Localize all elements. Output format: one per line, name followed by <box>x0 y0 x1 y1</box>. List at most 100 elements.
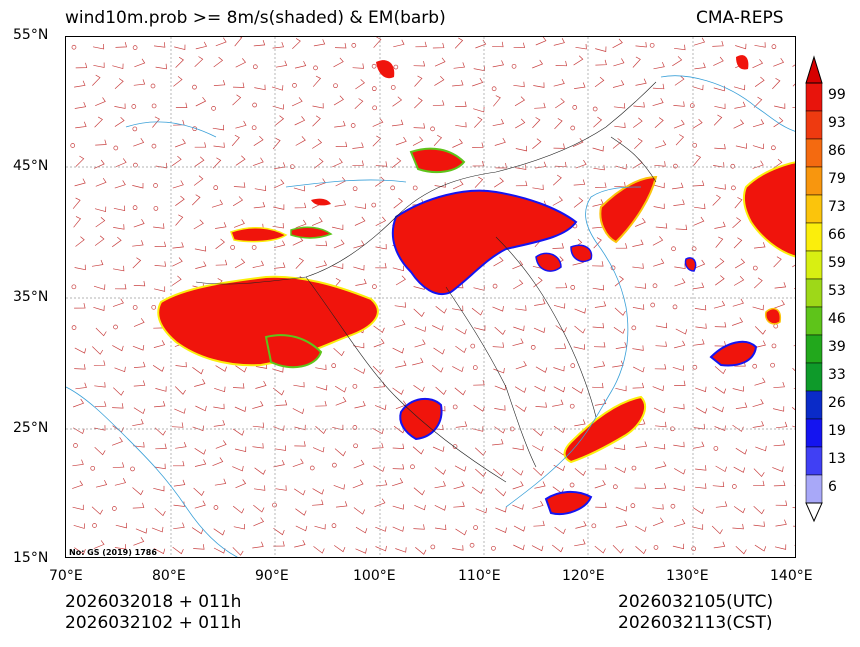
wind-barb <box>513 279 524 290</box>
colorbar-segment <box>805 138 823 168</box>
wind-barb <box>732 298 744 307</box>
wind-barb <box>773 58 785 67</box>
wind-barb <box>734 197 743 209</box>
calm-marker <box>631 325 637 331</box>
wind-barb <box>295 257 304 269</box>
calm-marker <box>132 126 138 132</box>
wind-barb <box>714 184 726 190</box>
calm-marker <box>452 444 458 449</box>
wind-barb <box>793 345 795 347</box>
wind-barb <box>492 438 504 446</box>
wind-barb <box>315 240 328 247</box>
wind-barb <box>355 79 365 90</box>
wind-barb <box>594 545 606 554</box>
wind-barb <box>94 382 106 388</box>
wind-barb <box>594 301 607 308</box>
wind-barb <box>74 303 86 309</box>
wind-barb <box>632 304 645 310</box>
wind-barb <box>132 240 144 247</box>
calm-marker <box>372 105 378 111</box>
wind-barb <box>675 328 688 335</box>
wind-barb <box>774 544 787 550</box>
wind-barb <box>633 366 645 373</box>
calm-marker <box>350 123 356 128</box>
wind-barb <box>674 75 685 86</box>
wind-barb <box>494 137 506 146</box>
wind-barb <box>94 401 107 408</box>
wind-barb <box>232 82 245 88</box>
wind-barb <box>472 160 485 167</box>
wind-barb <box>512 260 524 270</box>
wind-barb <box>533 520 545 527</box>
wind-barb <box>793 387 795 389</box>
wind-barb <box>334 120 346 128</box>
wind-barb <box>92 74 101 86</box>
wind-barb <box>252 401 264 409</box>
wind-barb <box>232 547 244 556</box>
wind-barb <box>492 41 504 48</box>
wind-barb <box>515 180 528 187</box>
colorbar-segment <box>805 110 823 140</box>
lon-label: 70°E <box>49 568 83 584</box>
wind-barb <box>274 115 285 126</box>
wind-barb <box>151 526 164 533</box>
wind-barb <box>554 526 566 535</box>
wind-barb <box>734 101 746 109</box>
wind-barb <box>594 480 606 489</box>
wind-barb <box>452 545 464 551</box>
wind-barb <box>372 365 384 375</box>
wind-barb <box>715 465 727 473</box>
wind-barb <box>252 260 265 268</box>
wind-barb <box>595 502 607 508</box>
wind-barb <box>272 41 284 49</box>
init-time-utc: 2026032018 + 011h <box>65 592 242 612</box>
wind-barb <box>495 506 507 513</box>
wind-barb <box>455 101 467 107</box>
wind-barb <box>133 361 146 368</box>
calm-marker <box>331 363 337 369</box>
wind-barb <box>294 60 307 69</box>
wind-barb <box>695 407 708 414</box>
wind-barb <box>234 406 247 413</box>
wind-barb <box>432 325 444 331</box>
wind-barb <box>115 42 127 48</box>
wind-barb <box>273 528 285 536</box>
wind-barb <box>634 138 643 149</box>
wind-barb <box>94 206 107 213</box>
wind-barb <box>112 298 124 307</box>
wind-barb <box>754 340 766 348</box>
wind-barb <box>653 443 666 450</box>
wind-barb <box>733 506 746 514</box>
lat-label: 45°N <box>13 158 49 174</box>
wind-barb <box>732 386 744 392</box>
calm-marker <box>112 506 117 511</box>
calm-marker <box>511 63 517 69</box>
calm-marker <box>393 64 399 70</box>
wind-barb <box>132 487 144 496</box>
wind-barb <box>615 342 628 349</box>
wind-barb <box>454 37 464 49</box>
wind-barb <box>414 339 426 348</box>
wind-barb <box>533 327 546 333</box>
wind-barb <box>392 526 405 532</box>
calm-marker <box>371 63 377 69</box>
wind-barb <box>294 202 307 209</box>
wind-barb <box>552 196 563 206</box>
wind-barb <box>773 440 786 447</box>
wind-barb <box>754 544 767 552</box>
wind-barb <box>613 444 626 451</box>
init-time-cst: 2026032102 + 011h <box>65 613 242 633</box>
wind-barb <box>532 500 544 509</box>
colorbar-tick-label: 6 <box>828 479 837 496</box>
wind-barb <box>514 386 527 393</box>
wind-barb <box>553 143 565 149</box>
wind-barb <box>433 347 445 355</box>
wind-barb <box>214 478 227 486</box>
calm-marker <box>569 403 575 409</box>
wind-barb <box>692 282 705 290</box>
calm-marker <box>771 343 777 349</box>
wind-barb <box>395 136 407 146</box>
wind-barb <box>574 82 586 89</box>
wind-barb <box>113 387 125 396</box>
wind-barb <box>133 79 146 86</box>
